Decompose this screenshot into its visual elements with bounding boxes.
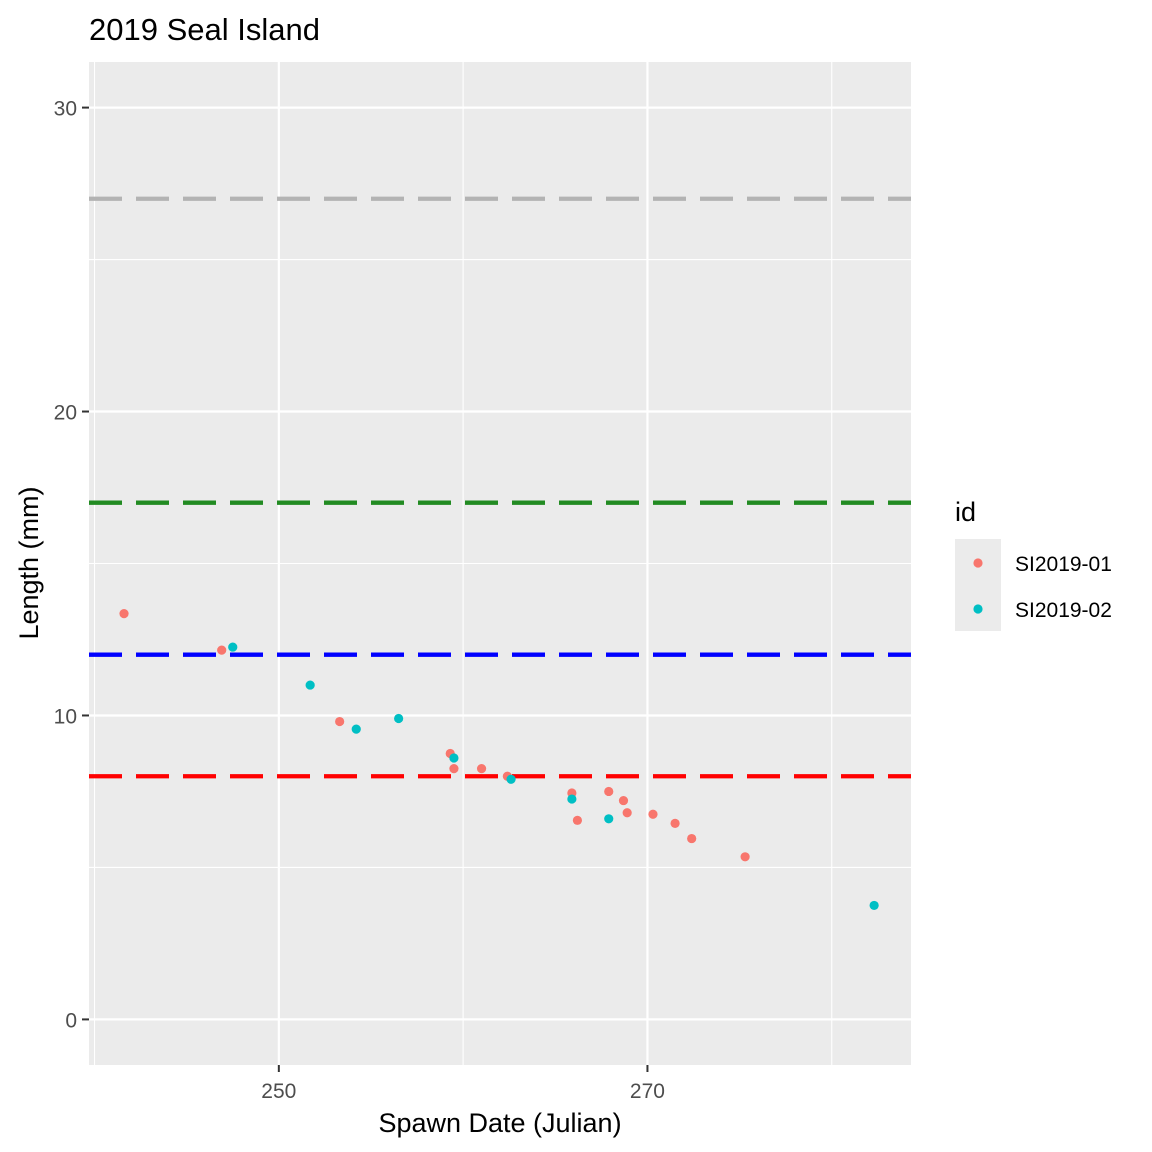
legend-marker (973, 558, 983, 568)
data-point (217, 645, 227, 655)
reference-lines (89, 196, 911, 779)
x-tick-label: 250 (261, 1080, 296, 1103)
y-tick-label: 10 (54, 705, 77, 728)
data-point (604, 814, 614, 824)
data-points (119, 609, 879, 911)
y-tick-label: 20 (54, 402, 77, 425)
data-point (687, 833, 697, 844)
legend: id SI2019-01 SI2019-02 (955, 497, 1112, 631)
legend-title: id (955, 497, 976, 527)
chart-title: 2019 Seal Island (89, 12, 320, 47)
data-point (228, 642, 238, 652)
data-point (618, 795, 629, 806)
axes: 250 270 0 10 20 30 (54, 98, 665, 1103)
data-point (572, 815, 583, 825)
data-point (394, 713, 404, 724)
data-point (449, 764, 459, 774)
y-axis-label: Length (mm) (14, 486, 44, 639)
data-point (604, 786, 614, 797)
data-point (567, 794, 577, 804)
x-tick-label: 270 (630, 1080, 665, 1103)
legend-marker (973, 604, 983, 614)
data-point (506, 774, 516, 784)
data-point (670, 818, 680, 828)
y-tick-label: 30 (54, 98, 77, 121)
grid-lines (89, 62, 911, 1065)
y-tick-label: 0 (65, 1009, 77, 1032)
data-point (351, 724, 361, 734)
data-point (305, 680, 315, 690)
legend-key-background (955, 539, 1001, 631)
data-point (476, 764, 487, 774)
data-point (740, 852, 750, 862)
data-point (449, 753, 459, 763)
data-point (648, 809, 658, 819)
data-point (869, 900, 879, 911)
x-axis-label: Spawn Date (Julian) (378, 1108, 621, 1138)
data-point (119, 609, 129, 619)
legend-entry-label: SI2019-02 (1015, 599, 1112, 622)
data-point (622, 808, 632, 818)
legend-entry-label: SI2019-01 (1015, 553, 1112, 576)
data-point (335, 716, 345, 727)
